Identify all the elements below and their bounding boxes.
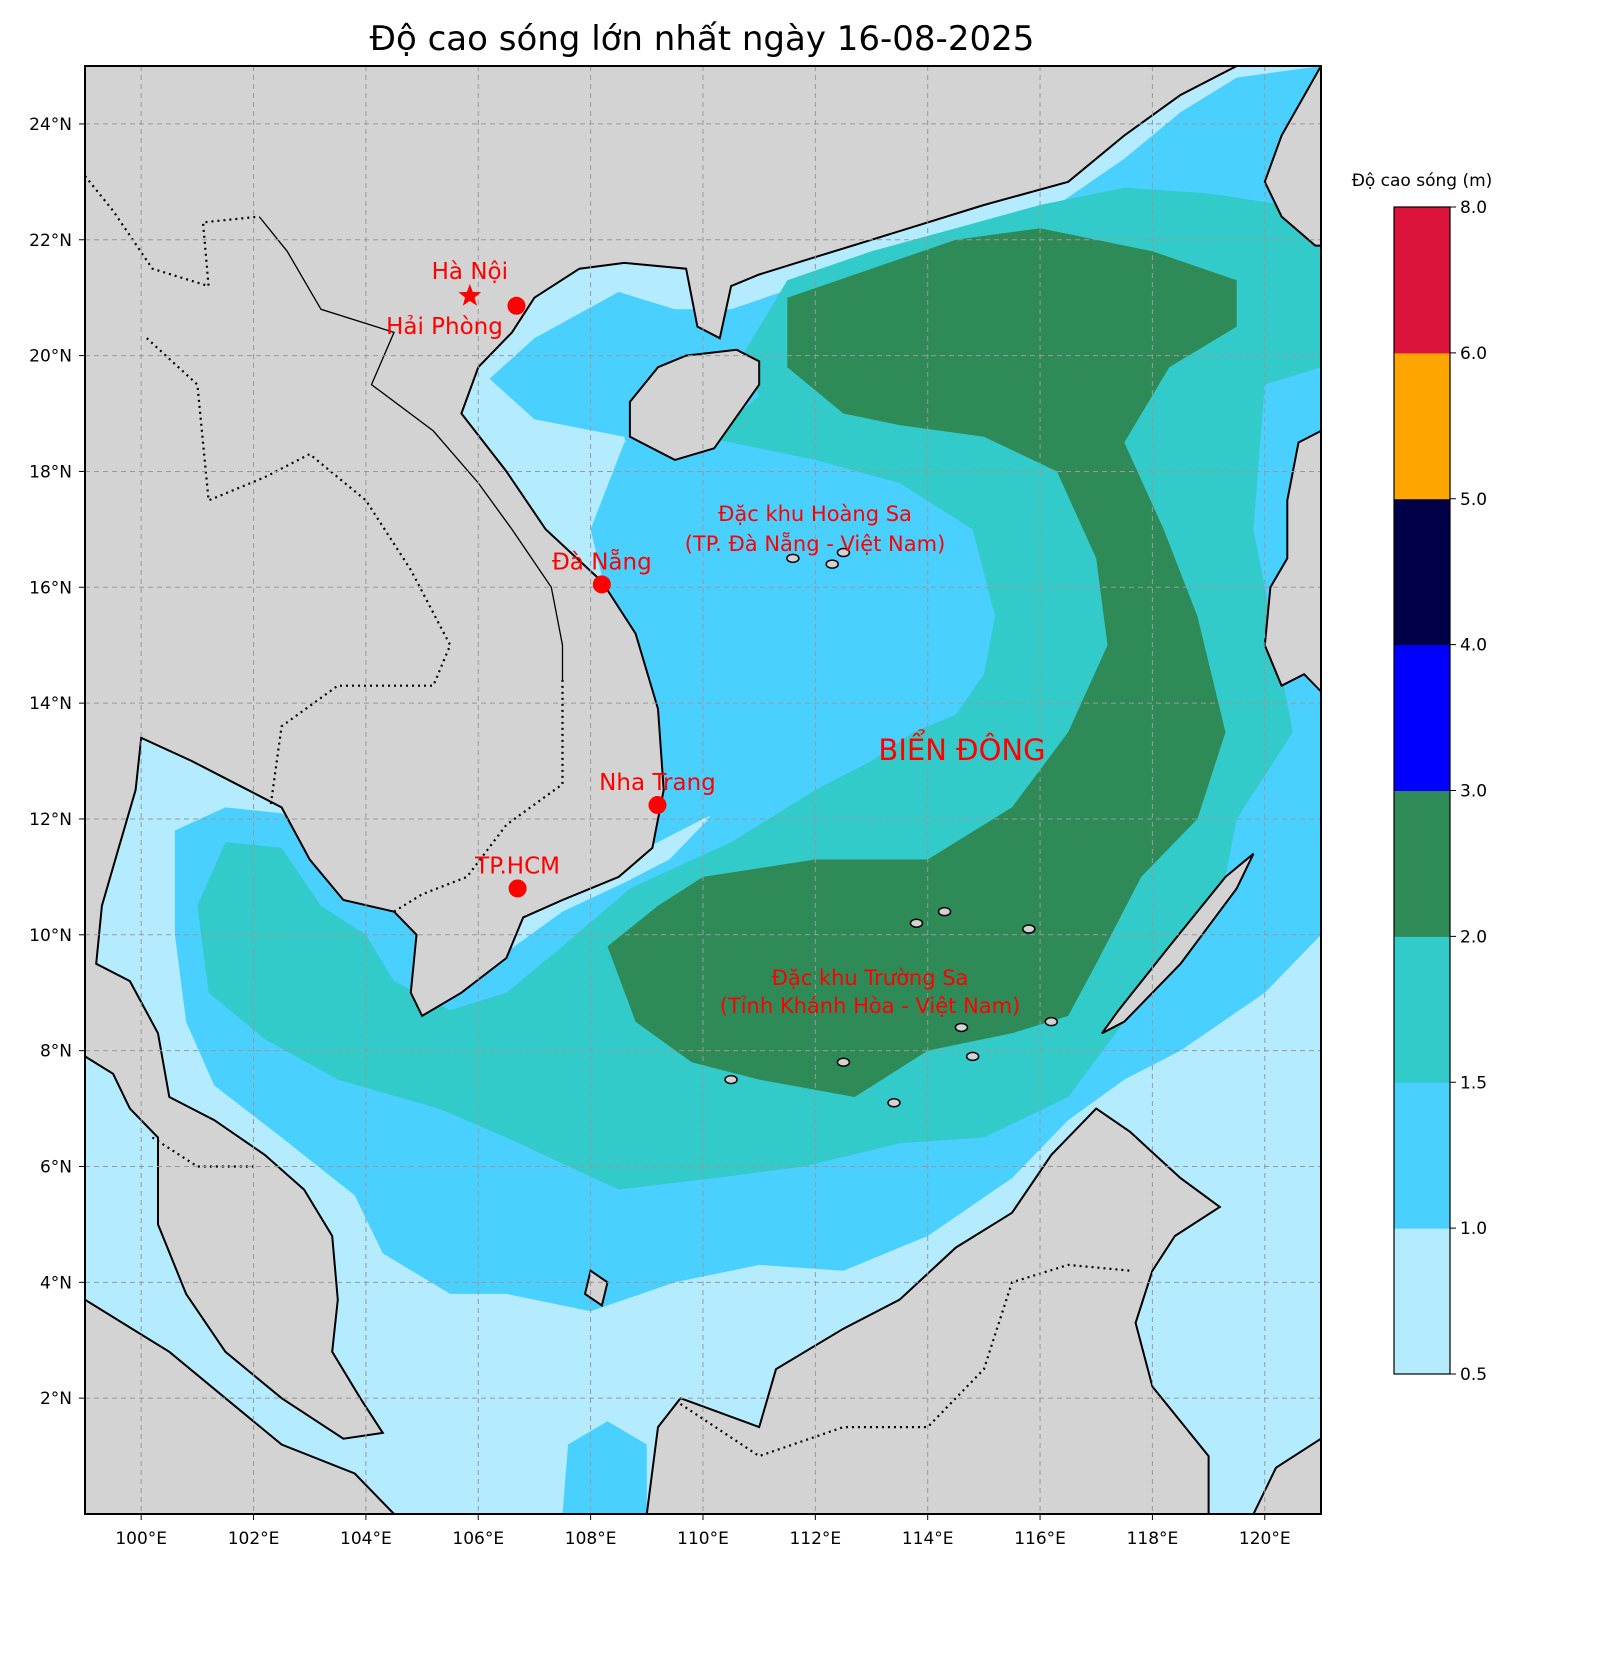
country-border: [151, 1136, 254, 1168]
island-icon: [825, 559, 839, 569]
country-border: [85, 175, 260, 288]
colorbar: 0.5 1.0 1.5 2.0 3.0 4.0 5.0 6.0 8.0: [1393, 198, 1487, 1385]
city-dot-icon: [592, 575, 611, 594]
lat-tick-label: 22°N: [29, 231, 72, 251]
island-icon: [836, 547, 851, 558]
lat-tick-label: 24°N: [29, 115, 72, 135]
colorbar-tick-label: 1.5: [1460, 1073, 1487, 1093]
colorbar-tick-label: 4.0: [1460, 636, 1487, 656]
lon-tick-label: 120°E: [1239, 1529, 1291, 1549]
city-label: Hải Phòng: [386, 314, 503, 340]
colorbar-tick-label: 6.0: [1460, 344, 1487, 364]
lon-tick-label: 110°E: [677, 1529, 729, 1549]
lat-tick-label: 6°N: [40, 1157, 72, 1177]
wave-zone-1-0-1-5-central: [590, 436, 996, 848]
city-dot-icon: [648, 796, 667, 815]
colorbar-segment: [1394, 936, 1450, 1083]
land-palawan: [1101, 852, 1255, 1035]
colorbar-tick-label: 1.0: [1460, 1219, 1487, 1239]
land-natuna: [583, 1269, 609, 1308]
lat-tick-label: 8°N: [40, 1042, 72, 1062]
city-label: Hà Nội: [432, 259, 508, 285]
colorbar-segment: [1394, 352, 1450, 500]
island-icon: [1022, 924, 1036, 934]
lon-tick-label: 104°E: [340, 1529, 392, 1549]
colorbar-tick-label: 3.0: [1460, 782, 1487, 802]
colorbar-segment: [1394, 1082, 1450, 1229]
lon-tick-label: 106°E: [452, 1529, 504, 1549]
lat-tick-label: 2°N: [40, 1389, 72, 1409]
lat-tick-label: 10°N: [29, 926, 72, 946]
lat-tick-label: 14°N: [29, 694, 72, 714]
colorbar-segment: [1394, 498, 1450, 646]
colorbar-segment: [1394, 1228, 1450, 1375]
lon-tick-label: 108°E: [565, 1529, 617, 1549]
lon-tick-label: 102°E: [228, 1529, 280, 1549]
map-title: Độ cao sóng lớn nhất ngày 16-08-2025: [370, 19, 1035, 59]
island-icon: [937, 906, 952, 917]
hoang-sa-label: Đặc khu Hoàng Sa: [718, 502, 912, 526]
colorbar-tick-label: 8.0: [1460, 198, 1487, 218]
city-dot-icon: [508, 879, 527, 898]
lon-tick-label: 100°E: [115, 1529, 167, 1549]
island-icon: [724, 1074, 738, 1085]
city-label: Nha Trang: [599, 770, 716, 796]
colorbar-segment: [1394, 644, 1450, 791]
island-icon: [836, 1057, 851, 1067]
truong-sa-sublabel: (Tỉnh Khánh Hòa - Việt Nam): [720, 994, 1021, 1018]
lon-tick-label: 112°E: [789, 1529, 841, 1549]
island-icon: [786, 553, 800, 564]
lon-tick-label: 114°E: [902, 1529, 954, 1549]
lat-tick-label: 4°N: [40, 1273, 72, 1293]
island-icon: [1044, 1016, 1059, 1027]
city-label: Đà Nẵng: [552, 547, 652, 575]
land-mindanao: [1252, 1437, 1321, 1514]
lat-tick-label: 16°N: [29, 578, 72, 598]
island-icon: [954, 1022, 969, 1033]
bien-dong-label: BIỂN ĐÔNG: [878, 730, 1045, 767]
island-icon: [909, 918, 924, 928]
city-label: TP.HCM: [474, 853, 560, 879]
lat-tick-label: 12°N: [29, 810, 72, 830]
map-annotations: Hà Nội Hải Phòng Đà Nẵng Nha Trang TP.HCM Đặc…: [386, 259, 1046, 1018]
hoang-sa-sublabel: (TP. Đà Nẵng - Việt Nam): [685, 531, 946, 556]
colorbar-segment: [1394, 790, 1450, 937]
axis-ticks: 100°E 102°E 104°E 106°E 108°E 110°E 112°E 114°E…: [29, 115, 1290, 1549]
colorbar-title: Độ cao sóng (m): [1352, 171, 1493, 191]
colorbar-tick-label: 0.5: [1460, 1365, 1487, 1385]
colorbar-tick-label: 2.0: [1460, 927, 1487, 947]
vietnam-border: [258, 216, 564, 680]
lat-tick-label: 18°N: [29, 462, 72, 482]
wave-zone-2-0-3-0: [607, 228, 1237, 1097]
lon-tick-label: 116°E: [1014, 1529, 1066, 1549]
truong-sa-label: Đặc khu Trường Sa: [772, 966, 969, 990]
wave-zone-1-0-1-5-south: [562, 1421, 647, 1514]
island-icon: [965, 1051, 980, 1062]
island-icon: [887, 1098, 901, 1108]
lat-tick-label: 20°N: [29, 347, 72, 367]
capital-star-icon: [458, 283, 482, 306]
colorbar-tick-label: 5.0: [1460, 490, 1487, 510]
lon-tick-label: 118°E: [1127, 1529, 1179, 1549]
land-mainland-asia: [85, 66, 1238, 1440]
land-sumatra: [85, 1298, 396, 1514]
map-plot-area: [85, 66, 1321, 1514]
land-borneo: [645, 1107, 1222, 1514]
land-taiwan: [1263, 66, 1321, 247]
city-dot-icon: [507, 296, 526, 315]
land-hainan: [628, 348, 761, 461]
country-border: [679, 1263, 1131, 1458]
colorbar-segment: [1394, 207, 1450, 354]
